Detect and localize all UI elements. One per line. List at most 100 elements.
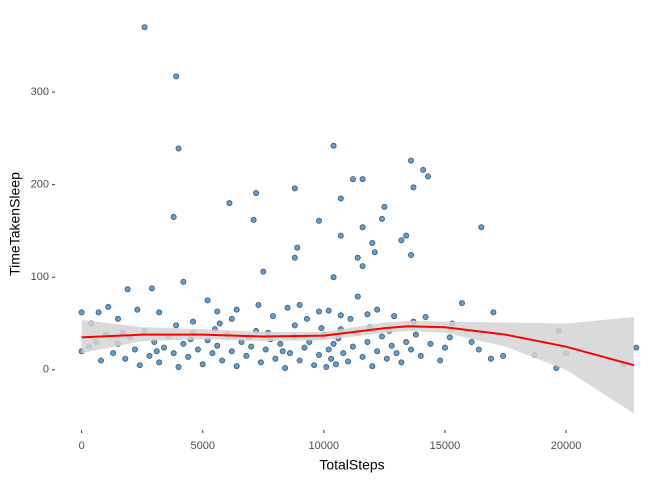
point — [364, 339, 371, 346]
point — [262, 346, 269, 353]
point — [78, 309, 85, 316]
point — [374, 348, 381, 355]
point — [260, 268, 267, 275]
point — [316, 308, 323, 315]
point — [349, 343, 356, 350]
point — [398, 237, 405, 244]
point — [269, 313, 276, 320]
point — [141, 24, 148, 31]
point — [303, 315, 310, 322]
point — [253, 189, 260, 196]
point — [354, 254, 361, 261]
point — [468, 339, 475, 346]
point — [279, 348, 286, 355]
point — [160, 344, 167, 351]
point — [422, 314, 429, 321]
point — [410, 184, 417, 191]
point — [378, 215, 385, 222]
point — [180, 278, 187, 285]
point — [233, 363, 240, 370]
point — [330, 142, 337, 149]
point — [337, 195, 344, 202]
x-axis-title: TotalSteps — [319, 457, 384, 473]
point — [388, 342, 395, 349]
point — [323, 364, 330, 371]
point — [359, 224, 366, 231]
point — [204, 297, 211, 304]
point — [381, 203, 388, 210]
x-tick-label: 5000 — [191, 440, 215, 452]
point — [146, 352, 153, 359]
point — [316, 352, 323, 359]
point — [371, 249, 378, 256]
y-axis-title: TimeTakenSleep — [7, 172, 23, 276]
x-tick-label: 0 — [79, 440, 85, 452]
point — [316, 217, 323, 224]
point — [425, 173, 432, 180]
point — [359, 176, 366, 183]
point — [408, 252, 415, 259]
point — [110, 350, 117, 357]
point — [248, 343, 255, 350]
point — [325, 346, 332, 353]
point — [412, 331, 419, 338]
y-tick-label: 300 — [31, 86, 49, 98]
point — [228, 348, 235, 355]
point — [500, 352, 507, 359]
point — [170, 350, 177, 357]
point — [633, 344, 640, 351]
point — [98, 357, 105, 364]
point — [391, 313, 398, 320]
point — [393, 350, 400, 357]
point — [420, 166, 427, 173]
point — [250, 216, 257, 223]
point — [291, 254, 298, 261]
point — [153, 348, 160, 355]
point — [214, 308, 221, 315]
point — [490, 309, 497, 316]
point — [282, 364, 289, 371]
point — [345, 358, 352, 365]
point — [332, 361, 339, 368]
point — [408, 157, 415, 164]
point — [398, 359, 405, 366]
point — [349, 176, 356, 183]
point — [95, 309, 102, 316]
smooth-line — [81, 325, 635, 367]
point — [131, 346, 138, 353]
point — [301, 344, 308, 351]
point — [478, 224, 485, 231]
point — [347, 315, 354, 322]
point — [272, 355, 279, 362]
point — [294, 244, 301, 251]
point — [369, 363, 376, 370]
point — [378, 333, 385, 340]
point — [156, 359, 163, 366]
point — [296, 357, 303, 364]
point — [291, 322, 298, 329]
point — [173, 322, 180, 329]
point — [318, 325, 325, 332]
point — [337, 312, 344, 319]
y-tick-label: 0 — [43, 364, 49, 376]
point — [136, 362, 143, 369]
point — [408, 346, 415, 353]
point — [216, 320, 223, 327]
point — [437, 357, 444, 364]
point — [446, 334, 453, 341]
point — [255, 302, 262, 309]
point — [340, 350, 347, 357]
point — [403, 339, 410, 346]
point — [175, 364, 182, 371]
point — [190, 318, 197, 325]
point — [233, 306, 240, 313]
point — [257, 359, 264, 366]
point — [427, 340, 434, 347]
y-tick-label: 100 — [31, 271, 49, 283]
point — [328, 355, 335, 362]
point — [114, 315, 121, 322]
point — [209, 350, 216, 357]
point — [180, 340, 187, 347]
point — [325, 307, 332, 314]
point — [105, 303, 112, 310]
